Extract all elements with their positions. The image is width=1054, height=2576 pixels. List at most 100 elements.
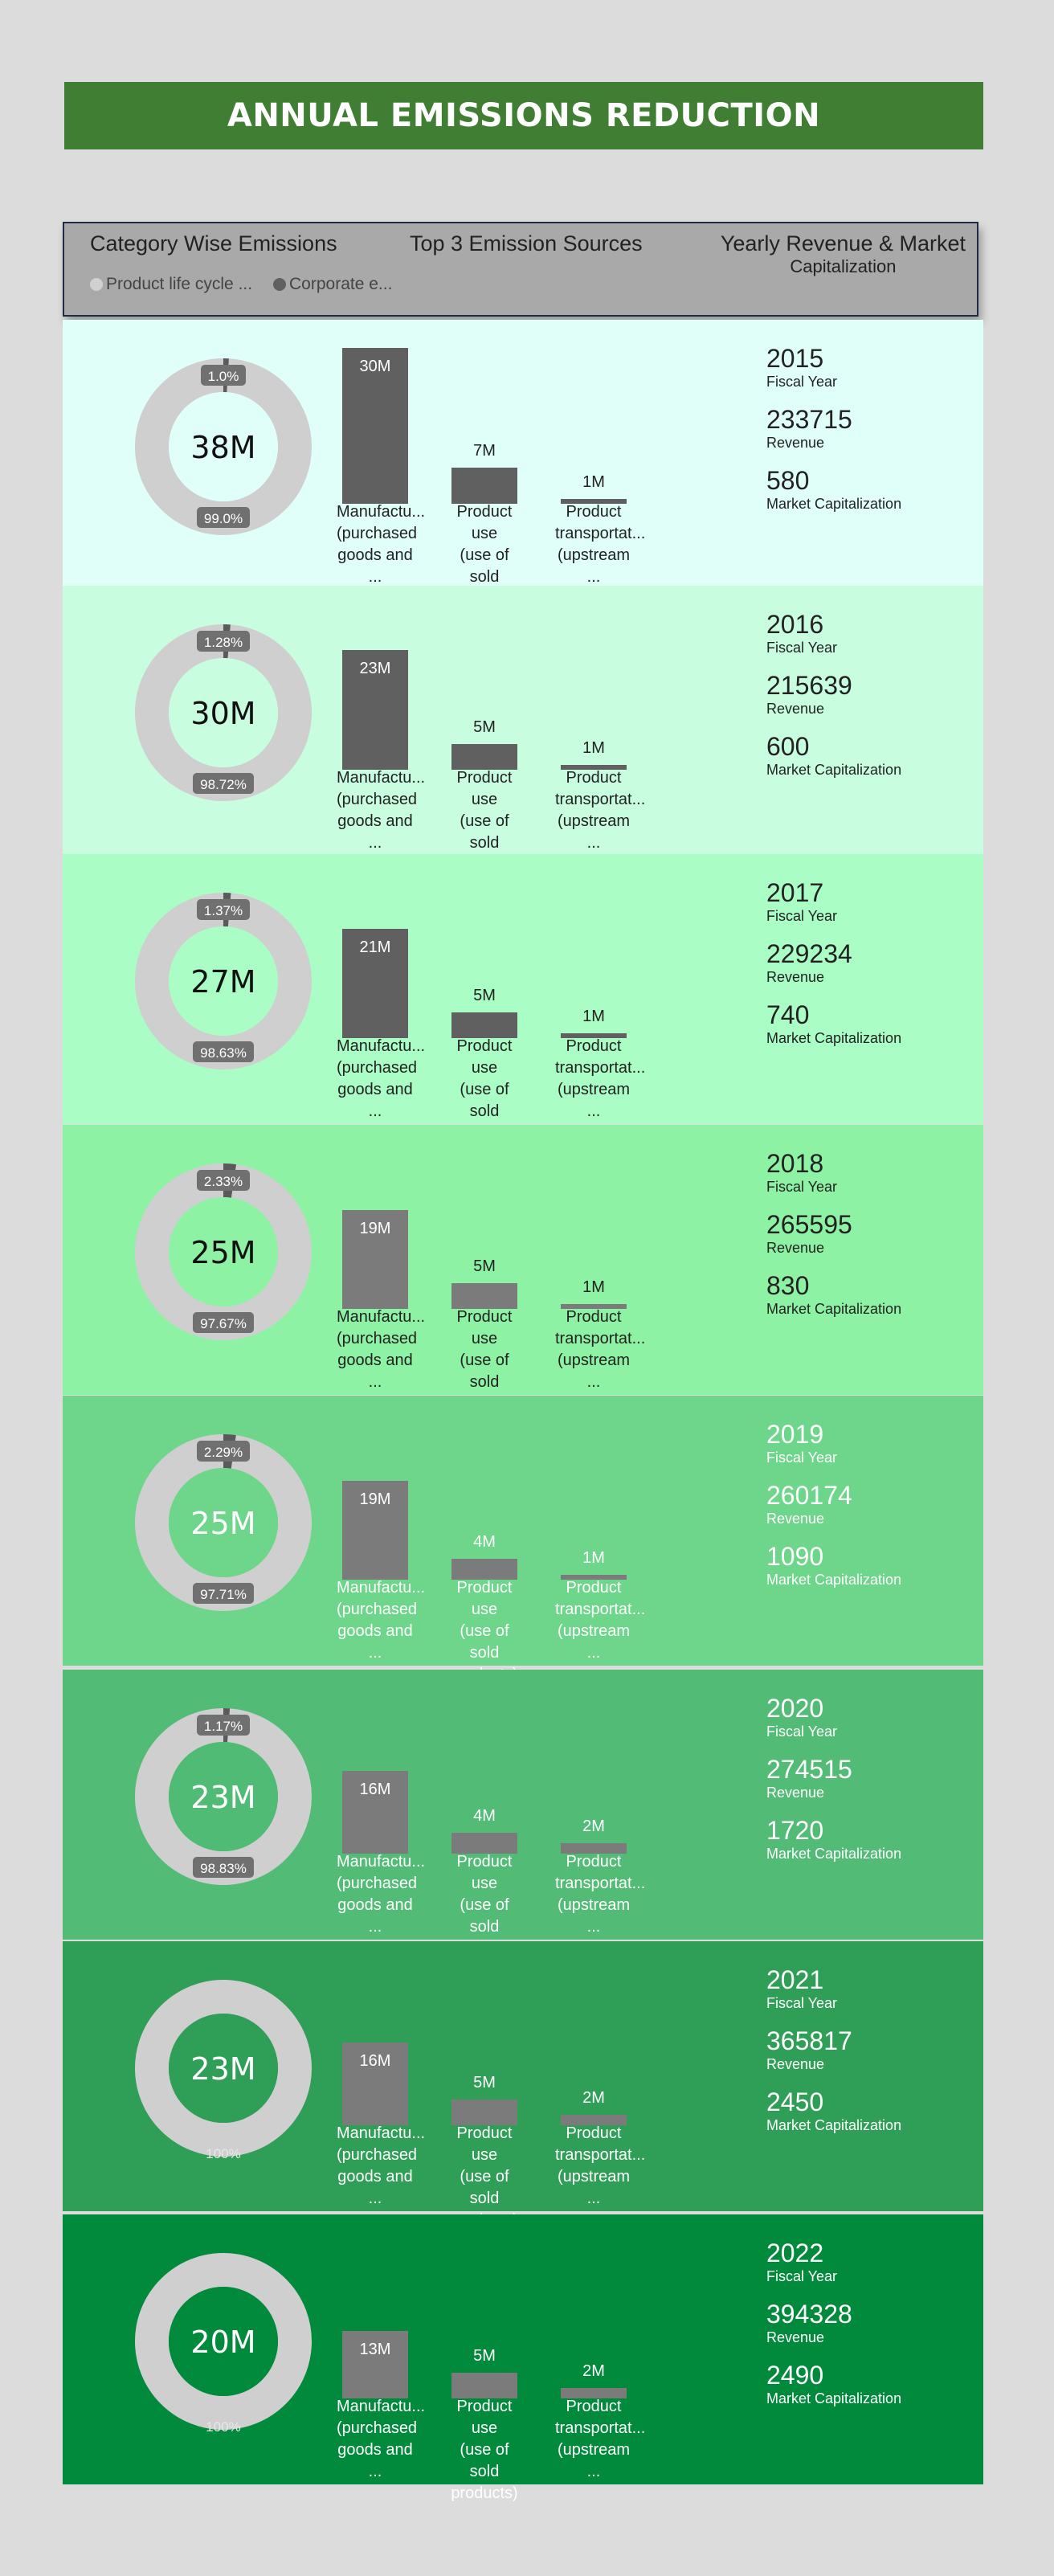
market-cap-value: 830 bbox=[766, 1271, 810, 1300]
source-bar-value: 19M bbox=[359, 1490, 391, 1509]
category-donut[interactable]: 25M 2.33% 97.67% bbox=[135, 1157, 312, 1350]
source-bar[interactable] bbox=[342, 1481, 408, 1580]
market-cap-label: Market Capitalization bbox=[766, 2117, 902, 2133]
source-category-line: (purchased bbox=[337, 1059, 418, 1077]
source-bar[interactable] bbox=[342, 650, 408, 770]
revenue-label: Revenue bbox=[766, 1511, 825, 1527]
source-bar[interactable] bbox=[342, 2330, 408, 2398]
market-cap-label: Market Capitalization bbox=[766, 1301, 902, 1317]
revenue-block: 2016 Fiscal Year 215639 Revenue 600 Market Ca… bbox=[766, 610, 901, 793]
fiscal-year-label: Fiscal Year bbox=[766, 908, 838, 924]
source-bar[interactable] bbox=[561, 1843, 627, 1854]
source-category-label: Product transportat... (upstream ... bbox=[555, 501, 645, 588]
fiscal-year-value: 2017 bbox=[766, 878, 824, 907]
year-row: 25M 2.33% 97.67% 19M Manufactu... (purchased g… bbox=[63, 1125, 983, 1413]
source-bar[interactable] bbox=[561, 498, 627, 504]
source-category-line: goods and ... bbox=[337, 1896, 413, 1936]
legend-dot-icon bbox=[90, 278, 103, 291]
corporate-pct-label: 1.17% bbox=[204, 1719, 243, 1734]
source-bar[interactable] bbox=[342, 348, 408, 504]
source-bar[interactable] bbox=[561, 2388, 627, 2398]
source-bar[interactable] bbox=[451, 1282, 517, 1309]
revenue-label: Revenue bbox=[766, 969, 825, 985]
source-bar-value: 1M bbox=[582, 1278, 605, 1296]
product-life-cycle-pct-badge bbox=[193, 1857, 254, 1878]
donut-hole bbox=[169, 1197, 278, 1306]
donut-total-label: 38M bbox=[190, 430, 255, 465]
source-category-line: Product use bbox=[456, 2124, 513, 2164]
source-category-line: Product use bbox=[456, 1853, 513, 1892]
year-row: 23M 1.17% 98.83% 16M Manufactu... (purchased g… bbox=[63, 1670, 983, 1957]
source-category-label: Manufactu... (purchased goods and ... bbox=[337, 1851, 425, 1938]
source-bar-value: 21M bbox=[359, 938, 391, 957]
year-row: 30M 1.28% 98.72% 23M Manufactu... (purchased g… bbox=[63, 586, 983, 873]
market-cap-label: Market Capitalization bbox=[766, 762, 902, 778]
source-category-label: Product transportat... (upstream ... bbox=[555, 1577, 645, 1664]
source-category-line: Product bbox=[566, 1853, 622, 1871]
source-category-line: transportat... bbox=[555, 1330, 646, 1347]
revenue-label: Revenue bbox=[766, 1785, 825, 1801]
source-category-line: (purchased bbox=[337, 791, 418, 808]
source-bar[interactable] bbox=[561, 2115, 627, 2125]
source-bar[interactable] bbox=[451, 1559, 517, 1580]
product-life-cycle-pct-label: 98.83% bbox=[200, 1861, 247, 1876]
category-donut[interactable]: 25M 2.29% 97.71% bbox=[135, 1428, 312, 1621]
legend-product-life-cycle[interactable]: Product life cycle ... bbox=[90, 275, 252, 294]
revenue-header-line1: Yearly Revenue & Market bbox=[720, 231, 966, 256]
donut-slice-product-life-cycle[interactable] bbox=[135, 2253, 312, 2430]
source-bar[interactable] bbox=[561, 1574, 627, 1580]
product-life-cycle-pct-badge bbox=[193, 773, 254, 794]
fiscal-year-label: Fiscal Year bbox=[766, 374, 838, 390]
product-life-cycle-pct-label: 100% bbox=[206, 2419, 240, 2435]
source-bar-value: 13M bbox=[359, 2340, 391, 2358]
category-donut[interactable]: 23M 1.17% 98.83% bbox=[135, 1702, 312, 1895]
source-bar[interactable] bbox=[451, 743, 517, 770]
category-donut[interactable]: 23M 100% bbox=[135, 1973, 312, 2166]
source-bar[interactable] bbox=[451, 2372, 517, 2398]
source-bar[interactable] bbox=[561, 764, 627, 770]
market-cap-label: Market Capitalization bbox=[766, 2390, 902, 2406]
product-life-cycle-pct-label: 99.0% bbox=[204, 511, 243, 526]
year-row: 23M 100% 16M Manufactu... (purchased goods an… bbox=[63, 1941, 983, 2229]
source-category-line: (purchased bbox=[337, 1330, 418, 1347]
donut-hole bbox=[169, 1742, 278, 1851]
legend-corporate[interactable]: Corporate e... bbox=[273, 275, 392, 294]
source-bar-value: 30M bbox=[359, 358, 391, 375]
source-bar[interactable] bbox=[342, 2042, 408, 2125]
source-bar[interactable] bbox=[451, 1012, 517, 1038]
category-donut[interactable]: 30M 1.28% 98.72% bbox=[135, 618, 312, 811]
source-category-line: (use of sold bbox=[460, 2168, 509, 2207]
source-category-line: goods and ... bbox=[337, 812, 413, 852]
source-bar[interactable] bbox=[342, 929, 408, 1038]
category-donut[interactable]: 27M 1.37% 98.63% bbox=[135, 886, 312, 1079]
source-bar-value: 16M bbox=[359, 1780, 391, 1798]
revenue-label: Revenue bbox=[766, 1240, 825, 1256]
source-bar[interactable] bbox=[342, 1770, 408, 1854]
source-bar[interactable] bbox=[342, 1210, 408, 1309]
source-bar-value: 23M bbox=[359, 660, 391, 678]
source-bar[interactable] bbox=[451, 2099, 517, 2125]
market-cap-label: Market Capitalization bbox=[766, 1846, 902, 1862]
year-row: 20M 100% 13M Manufactu... (purchased goods an… bbox=[63, 2214, 983, 2502]
revenue-label: Revenue bbox=[766, 2056, 825, 2072]
corporate-pct-badge bbox=[197, 1715, 250, 1736]
source-bar[interactable] bbox=[561, 1032, 627, 1038]
source-bar[interactable] bbox=[561, 1303, 627, 1309]
source-category-line: products) bbox=[451, 2484, 518, 2502]
corporate-pct-label: 2.29% bbox=[204, 1445, 243, 1460]
source-bar-value: 2M bbox=[582, 2362, 605, 2381]
category-donut[interactable]: 20M 100% bbox=[135, 2247, 312, 2439]
source-category-line: transportat... bbox=[555, 791, 646, 808]
source-bar[interactable] bbox=[451, 1833, 517, 1854]
category-donut[interactable]: 38M 1.0% 99.0% bbox=[135, 352, 312, 545]
market-cap-value: 1090 bbox=[766, 1542, 824, 1571]
source-category-line: Manufactu... bbox=[337, 503, 426, 521]
source-category-line: (upstream ... bbox=[557, 546, 631, 586]
donut-slice-product-life-cycle[interactable] bbox=[135, 1980, 312, 2157]
source-category-label: Product transportat... (upstream ... bbox=[555, 2123, 645, 2210]
source-category-line: (upstream ... bbox=[557, 2168, 631, 2207]
corporate-pct-label: 1.28% bbox=[204, 635, 243, 650]
revenue-block: 2020 Fiscal Year 274515 Revenue 1720 Market C… bbox=[766, 1694, 901, 1877]
source-bar[interactable] bbox=[451, 467, 517, 504]
source-category-label: Manufactu... (purchased goods and ... bbox=[337, 2396, 425, 2483]
